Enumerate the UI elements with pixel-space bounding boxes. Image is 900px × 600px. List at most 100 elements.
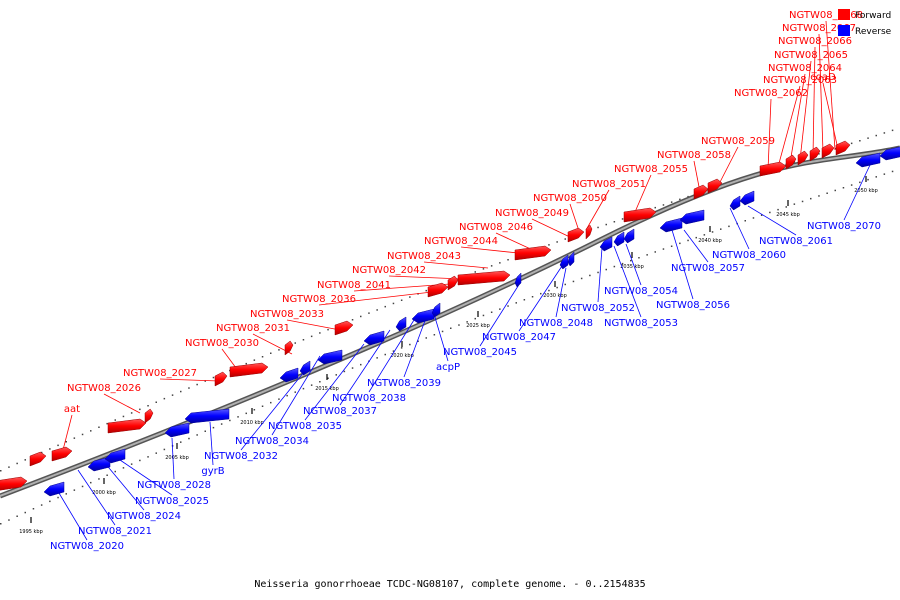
reverse-gene-label-ngtw08-2047: NGTW08_2047 bbox=[482, 332, 556, 343]
forward-leader-line bbox=[318, 291, 433, 306]
scale-dot bbox=[81, 433, 84, 436]
reverse-leader-line bbox=[55, 487, 88, 541]
scale-dot bbox=[98, 478, 100, 480]
forward-gene-label-ngtw08-2050: NGTW08_2050 bbox=[533, 193, 607, 204]
forward-gene-arrow bbox=[585, 224, 593, 240]
scale-dot bbox=[245, 362, 247, 365]
scale-dot bbox=[351, 319, 354, 321]
scale-dot bbox=[842, 187, 845, 189]
scale-dot bbox=[850, 142, 853, 145]
scale-dot bbox=[278, 349, 280, 351]
reverse-leader-line bbox=[271, 355, 321, 436]
reverse-gene-label-ngtw08-2048: NGTW08_2048 bbox=[519, 318, 593, 329]
scale-dot bbox=[180, 441, 182, 443]
scale-dot bbox=[818, 195, 820, 197]
scale-dot bbox=[278, 398, 280, 400]
reverse-gene-label-ngtw08-2020: NGTW08_2020 bbox=[50, 541, 124, 552]
forward-gene-arrow bbox=[447, 275, 459, 291]
scale-dot bbox=[621, 218, 624, 220]
scale-dot bbox=[769, 211, 771, 214]
reverse-gene-arrow bbox=[87, 456, 111, 472]
scale-dot bbox=[679, 242, 681, 245]
tick-label-2020-kbp: 2020 kbp bbox=[390, 353, 414, 359]
forward-gene-arrow bbox=[107, 418, 147, 434]
forward-gene-arrow bbox=[334, 320, 354, 336]
scale-dot bbox=[130, 463, 133, 465]
scale-dot bbox=[302, 387, 305, 390]
scale-dot bbox=[621, 262, 624, 265]
forward-gene-label-ngtw08-2066: NGTW08_2066 bbox=[778, 36, 852, 47]
forward-gene-label-ngtw08-2044: NGTW08_2044 bbox=[424, 236, 498, 247]
scale-dot bbox=[425, 337, 427, 339]
forward-gene-label-ngtw08-2046: NGTW08_2046 bbox=[459, 222, 533, 233]
scale-dot bbox=[220, 423, 223, 425]
reverse-gene-arrow bbox=[431, 302, 441, 318]
forward-leader-line bbox=[62, 414, 73, 451]
scale-dot bbox=[0, 470, 2, 472]
scale-dot bbox=[8, 519, 10, 521]
scale-dot bbox=[40, 504, 43, 506]
scale-dot bbox=[147, 456, 149, 458]
forward-gene-arrow bbox=[427, 282, 449, 298]
reverse-gene-arrow bbox=[879, 146, 900, 161]
scale-dot bbox=[294, 391, 296, 393]
scale-dot bbox=[392, 302, 395, 305]
reverse-leader-line bbox=[368, 319, 415, 393]
scale-dot bbox=[605, 223, 607, 226]
tick-label-2040-kbp: 2040 kbp bbox=[698, 238, 722, 244]
forward-leader-line bbox=[634, 174, 652, 213]
scale-dot bbox=[270, 352, 272, 354]
scale-dot bbox=[188, 437, 190, 440]
scale-dot bbox=[450, 327, 452, 329]
scale-dot bbox=[646, 254, 648, 256]
reverse-gene-label-ngtw08-2045: NGTW08_2045 bbox=[443, 347, 517, 358]
scale-dot bbox=[490, 265, 493, 267]
reverse-gene-label-ngtw08-2039: NGTW08_2039 bbox=[367, 378, 441, 389]
forward-leader-line bbox=[460, 246, 519, 254]
forward-gene-label-ngtw08-2059: NGTW08_2059 bbox=[701, 136, 775, 147]
reverse-gene-arrow bbox=[729, 195, 741, 211]
forward-gene-label-ngtw08-2030: NGTW08_2030 bbox=[185, 338, 259, 349]
scale-dot bbox=[826, 192, 828, 194]
scale-dot bbox=[875, 134, 877, 137]
scale-dot bbox=[409, 343, 411, 346]
scale-dot bbox=[32, 508, 35, 510]
scale-dot bbox=[433, 334, 436, 336]
scale-dot bbox=[499, 262, 501, 264]
forward-gene-label-ngtw08-2064: NGTW08_2064 bbox=[768, 63, 842, 74]
tick-label-2010-kbp: 2010 kbp bbox=[240, 420, 264, 426]
backbone-highlight bbox=[0, 147, 900, 497]
reverse-gene-label-ngtw08-2061: NGTW08_2061 bbox=[759, 236, 833, 247]
scale-dot bbox=[654, 206, 656, 209]
scale-dot bbox=[261, 356, 264, 358]
scale-dot bbox=[752, 217, 755, 219]
scale-dot bbox=[679, 198, 681, 201]
scale-dot bbox=[106, 422, 108, 425]
forward-leader-line bbox=[799, 60, 812, 161]
reverse-gene-label-ngtw08-2035: NGTW08_2035 bbox=[268, 421, 342, 432]
gene-arrows bbox=[0, 140, 900, 497]
scale-dot bbox=[834, 189, 836, 192]
forward-leader-line bbox=[789, 73, 806, 164]
scale-dot bbox=[695, 236, 697, 239]
scale-dot bbox=[343, 370, 346, 373]
forward-gene-arrow bbox=[797, 150, 809, 166]
forward-gene-arrow bbox=[29, 451, 47, 467]
reverse-leader-line bbox=[597, 247, 603, 303]
forward-gene-label-ngtw08-2068: NGTW08_2068 bbox=[789, 10, 863, 21]
reverse-gene-arrow bbox=[279, 367, 299, 383]
scale-dot bbox=[376, 357, 378, 359]
scale-dot bbox=[482, 268, 485, 270]
scale-dot bbox=[261, 405, 264, 407]
scale-dot bbox=[793, 203, 796, 205]
scale-dot bbox=[859, 140, 861, 142]
forward-gene-arrow bbox=[759, 161, 787, 177]
forward-gene-arrow bbox=[0, 476, 28, 491]
reverse-gene-label-ngtw08-2038: NGTW08_2038 bbox=[332, 393, 406, 404]
reverse-gene-arrow bbox=[184, 408, 230, 424]
reverse-leader-line bbox=[304, 343, 365, 421]
forward-leader-line bbox=[585, 189, 610, 231]
scale-dot bbox=[499, 308, 501, 310]
scale-dot bbox=[711, 231, 714, 233]
